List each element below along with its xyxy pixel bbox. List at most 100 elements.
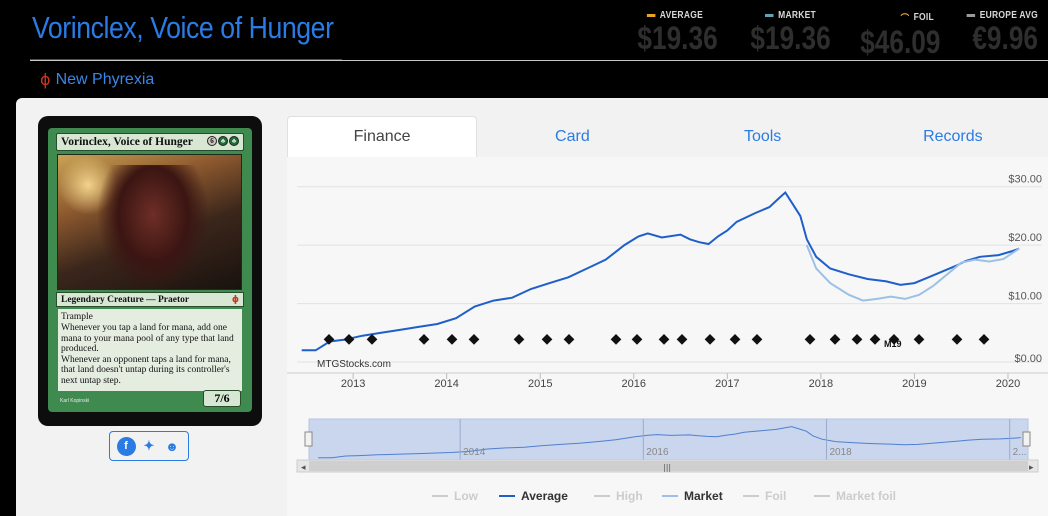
set-icon-1[interactable]: ◆ [324,331,335,347]
market-swatch [765,14,774,17]
watermark: MTGStocks.com [317,359,391,370]
card-image-name: Vorinclex, Voice of Hunger [61,136,193,148]
x-tick-label: 2020 [996,378,1020,390]
set-icon-13[interactable]: ◆ [677,331,688,347]
header: Vorinclex, Voice of Hunger ϕ New Phyrexi… [0,0,1048,98]
navigator-tick-label: 2014 [463,447,486,458]
phi-set-icon: ϕ [40,70,51,89]
set-icon-7[interactable]: ◆ [514,331,525,347]
card-rules-2: Whenever you tap a land for mana, add on… [61,323,234,354]
set-icon-21[interactable]: ◆ [889,331,900,347]
set-icon-24[interactable]: ◆ [979,331,990,347]
legend-item-low[interactable]: Low [454,489,479,503]
tab-records[interactable]: Records [923,127,983,145]
price-chart-area: $0.00 $10.00 $20.00 $30.00 ◆ ◆ ◆ ◆ ◆ ◆ ◆ ◆ ◆ ◆ ◆ ◆ ◆ ◆ ◆ ◆ ◆… [287,157,1048,516]
card-power-toughness: 7/6 [203,390,241,407]
card-text-box: Trample Whenever you tap a land for mana… [58,309,242,391]
card-art [57,154,242,290]
set-icon-22[interactable]: ◆ [914,331,925,347]
set-icon-23[interactable]: ◆ [952,331,963,347]
x-tick-label: 2017 [715,378,739,390]
price-foil-value: $46.09 [860,24,941,60]
card-rules-3: Whenever an opponent taps a land for man… [61,355,231,386]
twitter-icon[interactable]: ✦ [143,438,155,453]
set-icon-3[interactable]: ◆ [367,331,378,347]
price-market-label: MARKET [778,10,816,21]
set-icon-11[interactable]: ◆ [632,331,643,347]
price-foil-label: FOIL [913,12,934,23]
navigator-tick-label: 2018 [829,447,852,458]
mana-cost: 6 ♣ ♣ [207,136,239,148]
price-average-label: AVERAGE [659,10,703,21]
navigator-tick-label: 2016 [646,447,669,458]
legend-item-average[interactable]: Average [521,489,568,503]
legend-item-foil[interactable]: Foil [765,489,786,503]
set-icon-15[interactable]: ◆ [730,331,741,347]
legend-item-market-foil[interactable]: Market foil [836,489,896,503]
foil-icon: ⌒ [900,14,910,25]
navigator-series [318,426,1021,459]
card-type-bar: Legendary Creature — Praetor ϕ [56,292,244,307]
tab-bar: Finance Card Tools Records [287,116,1048,157]
navigator-handle-right[interactable] [1022,431,1031,447]
scroll-left-arrow-icon[interactable]: ◂ [301,463,306,473]
set-icon-4[interactable]: ◆ [419,331,430,347]
card-name-bar: Vorinclex, Voice of Hunger 6 ♣ ♣ [56,133,244,151]
set-icon-m19-label: M19 [884,339,902,349]
set-icon-2[interactable]: ◆ [344,331,355,347]
tab-finance[interactable]: Finance [287,116,478,157]
set-name: New Phyrexia [55,70,155,88]
set-icon-10[interactable]: ◆ [611,331,622,347]
average-swatch [647,14,656,17]
set-icon-20[interactable]: ◆ [870,331,881,347]
card-type-line: Legendary Creature — Praetor [61,294,190,305]
price-chart[interactable]: $0.00 $10.00 $20.00 $30.00 ◆ ◆ ◆ ◆ ◆ ◆ ◆ ◆ ◆ ◆ ◆ ◆ ◆ ◆ ◆ ◆ ◆… [287,157,1048,516]
set-symbol-icon: ϕ [231,294,239,305]
set-icon-8[interactable]: ◆ [542,331,553,347]
y-tick-label: $20.00 [1008,232,1042,244]
europe-swatch [966,14,976,17]
price-foil: ⌒ FOIL $46.09 [844,10,941,60]
price-market: MARKET $19.36 [736,10,831,56]
set-icon-9[interactable]: ◆ [564,331,575,347]
set-icon-19[interactable]: ◆ [852,331,863,347]
y-tick-label: $10.00 [1008,291,1042,303]
set-icon-6[interactable]: ◆ [469,331,480,347]
y-tick-label: $30.00 [1008,174,1042,186]
price-europe-label: EUROPE AVG [979,10,1038,21]
legend-item-market[interactable]: Market [684,489,723,503]
set-icon-16[interactable]: ◆ [752,331,763,347]
series-line-average [301,190,1020,352]
mana-green-icon: ♣ [218,136,228,146]
header-divider [30,60,1048,61]
legend-item-high[interactable]: High [616,489,643,503]
set-icon-14[interactable]: ◆ [705,331,716,347]
price-market-value: $19.36 [750,20,831,56]
mana-green-icon: ♣ [229,136,239,146]
set-icon-5[interactable]: ◆ [447,331,458,347]
x-tick-label: 2016 [622,378,646,390]
y-tick-label: $0.00 [1014,353,1042,365]
series-line-market [805,244,1020,302]
set-link[interactable]: ϕ New Phyrexia [40,70,154,89]
facebook-icon[interactable]: f [116,436,136,456]
card-title: Vorinclex, Voice of Hunger [32,10,334,45]
navigator-handle-left[interactable] [304,431,313,447]
set-icon-12[interactable]: ◆ [659,331,670,347]
x-tick-label: 2019 [902,378,926,390]
mana-generic-icon: 6 [207,136,217,146]
price-europe: EUROPE AVG €9.96 [948,10,1038,54]
card-artist: Karl Kopinski [60,398,90,404]
scroll-right-arrow-icon[interactable]: ▸ [1029,463,1034,473]
set-icon-18[interactable]: ◆ [830,331,841,347]
reddit-icon[interactable]: ☻ [165,438,179,454]
tab-card[interactable]: Card [555,127,590,145]
tab-tools[interactable]: Tools [743,127,782,145]
set-icon-17[interactable]: ◆ [805,331,816,347]
share-buttons: f ✦ ☻ [109,431,189,461]
navigator-tick-label: 2... [1013,447,1027,458]
scrollbar-thumb[interactable] [309,461,1028,471]
price-europe-value: €9.96 [972,20,1038,56]
x-tick-label: 2018 [809,378,833,390]
